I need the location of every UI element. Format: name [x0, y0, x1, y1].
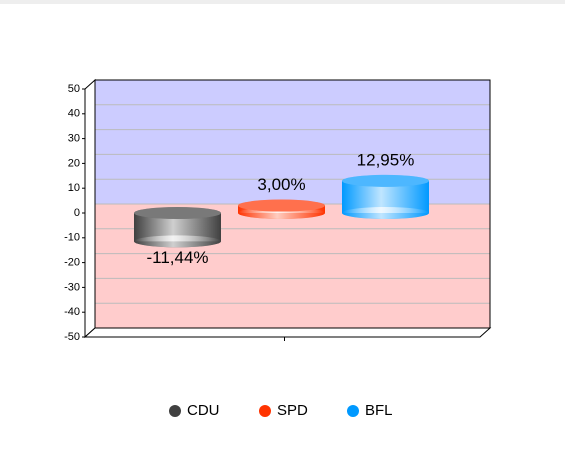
top-strip: [0, 0, 565, 4]
legend-marker: [169, 405, 181, 417]
cylinder-top-shine: [342, 174, 429, 187]
cylinder-top: [342, 174, 429, 187]
y-tick-label: 10: [68, 182, 80, 194]
left-wall: [84, 78, 96, 339]
y-tick-label: 50: [68, 83, 80, 95]
legend-marker: [347, 405, 359, 417]
y-tick-label: -50: [64, 331, 80, 343]
y-tick-label: -20: [64, 257, 80, 269]
floor: [83, 327, 492, 338]
y-tick-label: 40: [68, 108, 80, 120]
y-tick-label: -40: [64, 306, 80, 318]
value-label: -11,44%: [146, 248, 208, 267]
value-label: 3,00%: [257, 175, 305, 194]
cylinder-top: [134, 207, 221, 219]
value-label: 12,95%: [357, 150, 415, 169]
legend-label: CDU: [187, 402, 220, 419]
legend-marker: [259, 405, 271, 417]
y-tick-label: 30: [68, 133, 80, 145]
cylinder: [134, 207, 221, 248]
y-tick-label: 20: [68, 157, 80, 169]
cylinder-top: [238, 199, 325, 212]
cylinder: [342, 174, 429, 219]
y-tick-label: -10: [64, 232, 80, 244]
cylinder-top-shine: [134, 207, 221, 219]
y-tick-label: -30: [64, 281, 80, 293]
cylinder-top-shine: [238, 199, 325, 212]
back-wall-border: [94, 79, 491, 329]
legend-label: BFL: [365, 402, 393, 419]
cylinder: [238, 199, 325, 219]
y-tick-label: 0: [74, 207, 80, 219]
legend-label: SPD: [277, 402, 308, 419]
